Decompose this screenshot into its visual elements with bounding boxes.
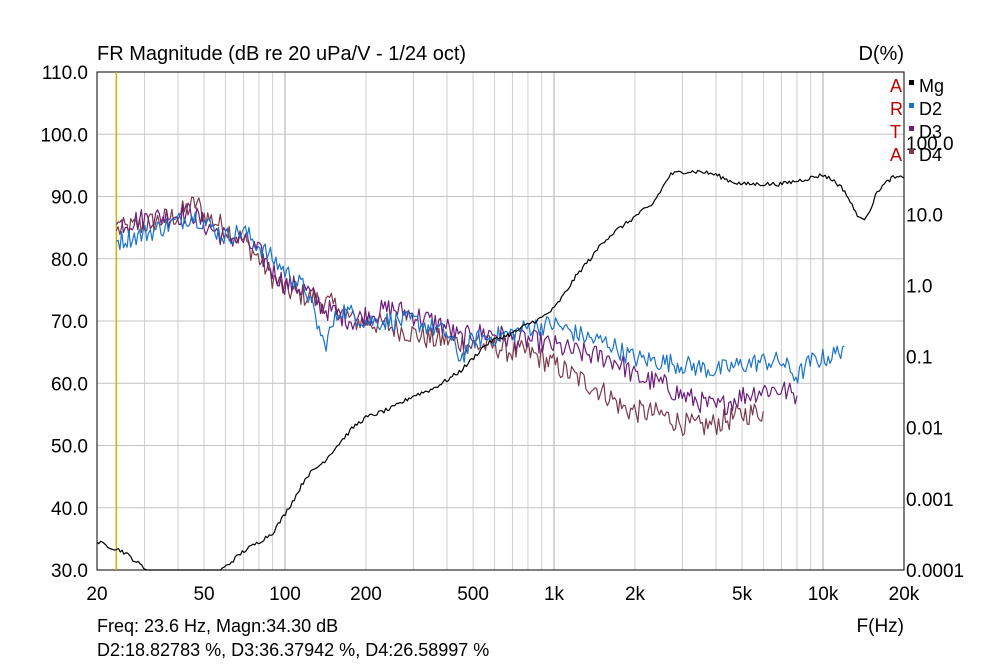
y-right-tick-label: 0.1	[906, 348, 932, 369]
x-axis-ticks: 20 50 100 200 500 1k 2k 5k 10k 20k	[86, 584, 919, 605]
y-left-tick-label: 80.0	[51, 250, 88, 271]
series-layer	[96, 169, 905, 571]
series-line-d2	[116, 211, 845, 384]
watermark-letter: R	[890, 99, 903, 119]
cursor-readout-freq: Freq: 23.6 Hz, Magn:34.30 dB	[97, 616, 338, 636]
x-tick-label: 50	[193, 584, 214, 605]
legend-item-d3[interactable]: D3	[909, 122, 942, 142]
legend-item-d4[interactable]: D4	[909, 145, 942, 165]
x-tick-label: 5k	[732, 584, 753, 605]
y-left-tick-label: 110.0	[42, 63, 88, 84]
watermark-letter: A	[890, 76, 902, 96]
y-right-tick-label: 100.0	[906, 134, 954, 155]
x-tick-label: 10k	[808, 584, 839, 605]
y-left-tick-label: 50.0	[51, 437, 88, 458]
y-left-tick-label: 60.0	[51, 374, 88, 395]
legend-item-d2[interactable]: D2	[909, 99, 942, 119]
left-y-axis-ticks: 110.0 100.0 90.0 80.0 70.0 60.0 50.0 40.0 30.0	[40, 63, 88, 582]
legend-label-mg: Mg	[919, 76, 944, 96]
legend-swatch-d2	[909, 103, 914, 108]
legend: Mg D2 D3 D4	[909, 76, 944, 165]
arta-watermark: A R T A	[890, 76, 903, 165]
legend-swatch-d4	[909, 149, 914, 154]
x-tick-label: 100	[269, 584, 301, 605]
y-right-tick-label: 0.01	[906, 419, 943, 440]
y-right-tick-label: 1.0	[906, 276, 932, 297]
x-tick-label: 20k	[889, 584, 920, 605]
y-left-tick-label: 40.0	[51, 499, 88, 520]
watermark-letter: T	[890, 122, 901, 142]
legend-label-d4: D4	[919, 145, 942, 165]
y-left-tick-label: 90.0	[51, 188, 88, 209]
x-tick-label: 20	[86, 584, 107, 605]
right-y-axis-ticks: 100.0 10.0 1.0 0.1 0.01 0.001 0.0001	[906, 134, 964, 582]
y-right-tick-label: 0.001	[906, 490, 954, 511]
y-right-tick-label: 0.0001	[906, 561, 964, 582]
legend-label-d3: D3	[919, 122, 942, 142]
series-line-d4	[115, 196, 764, 437]
chart-title: FR Magnitude (dB re 20 uPa/V - 1/24 oct)	[97, 43, 466, 65]
grid-lines	[97, 72, 904, 570]
series-line-mg	[96, 169, 905, 571]
legend-swatch-mg	[909, 80, 914, 85]
x-tick-label: 2k	[625, 584, 646, 605]
watermark-letter: A	[890, 145, 902, 165]
plot-frame	[96, 71, 905, 571]
y-left-tick-label: 30.0	[51, 561, 88, 582]
legend-item-mg[interactable]: Mg	[909, 76, 944, 96]
x-tick-label: 200	[350, 584, 382, 605]
y-left-tick-label: 70.0	[51, 312, 88, 333]
legend-label-d2: D2	[919, 99, 942, 119]
x-axis-label: F(Hz)	[857, 616, 904, 637]
x-tick-label: 500	[457, 584, 489, 605]
y-left-tick-label: 100.0	[40, 125, 88, 146]
y-right-tick-label: 10.0	[906, 205, 943, 226]
x-tick-label: 1k	[544, 584, 565, 605]
cursor-readout-distortion: D2:18.82783 %, D3:36.37942 %, D4:26.5899…	[97, 640, 489, 660]
legend-swatch-d3	[909, 126, 914, 131]
right-axis-label: D(%)	[858, 43, 904, 65]
